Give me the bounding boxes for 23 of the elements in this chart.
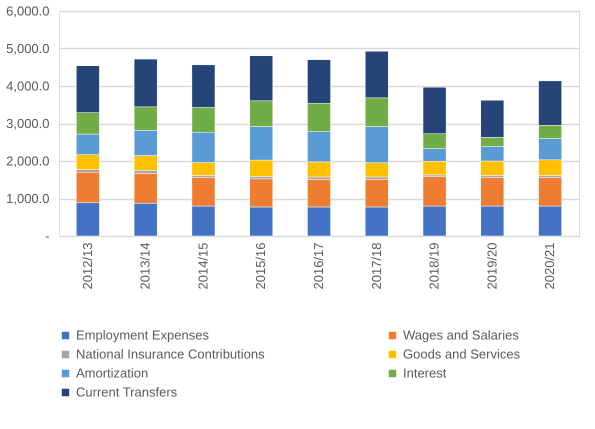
y-tick-label: 2,000.0: [6, 154, 50, 168]
x-tick-label: 2020/21: [542, 242, 558, 290]
x-tick-label: 2017/18: [368, 242, 384, 290]
legend-label: Wages and Salaries: [403, 328, 520, 343]
legend-label: Interest: [403, 366, 447, 380]
legend-label: National Insurance Contributions: [76, 346, 266, 362]
legend-label: Employment Expenses: [76, 328, 210, 343]
legend-label: Current Transfers: [76, 384, 178, 400]
y-tick-label: 6,000.0: [6, 4, 50, 18]
y-tick-label: 1,000.0: [6, 191, 50, 206]
y-tick-label: -: [45, 228, 50, 244]
x-tick-label: 2019/20: [484, 242, 500, 290]
x-tick-label: 2013/14: [138, 242, 153, 290]
x-tick-label: 2015/16: [253, 242, 268, 290]
x-tick-label: 2012/13: [80, 242, 95, 290]
y-tick-label: 3,000.0: [6, 116, 50, 131]
y-tick-label: 5,000.0: [6, 41, 50, 56]
legend-label: Goods and Services: [403, 346, 521, 362]
x-tick-label: 2014/15: [195, 242, 210, 290]
y-tick-label: 4,000.0: [6, 78, 50, 94]
x-tick-label: 2016/17: [311, 242, 326, 290]
x-tick-label: 2018/19: [426, 242, 442, 290]
legend-label: Amortization: [76, 366, 148, 380]
